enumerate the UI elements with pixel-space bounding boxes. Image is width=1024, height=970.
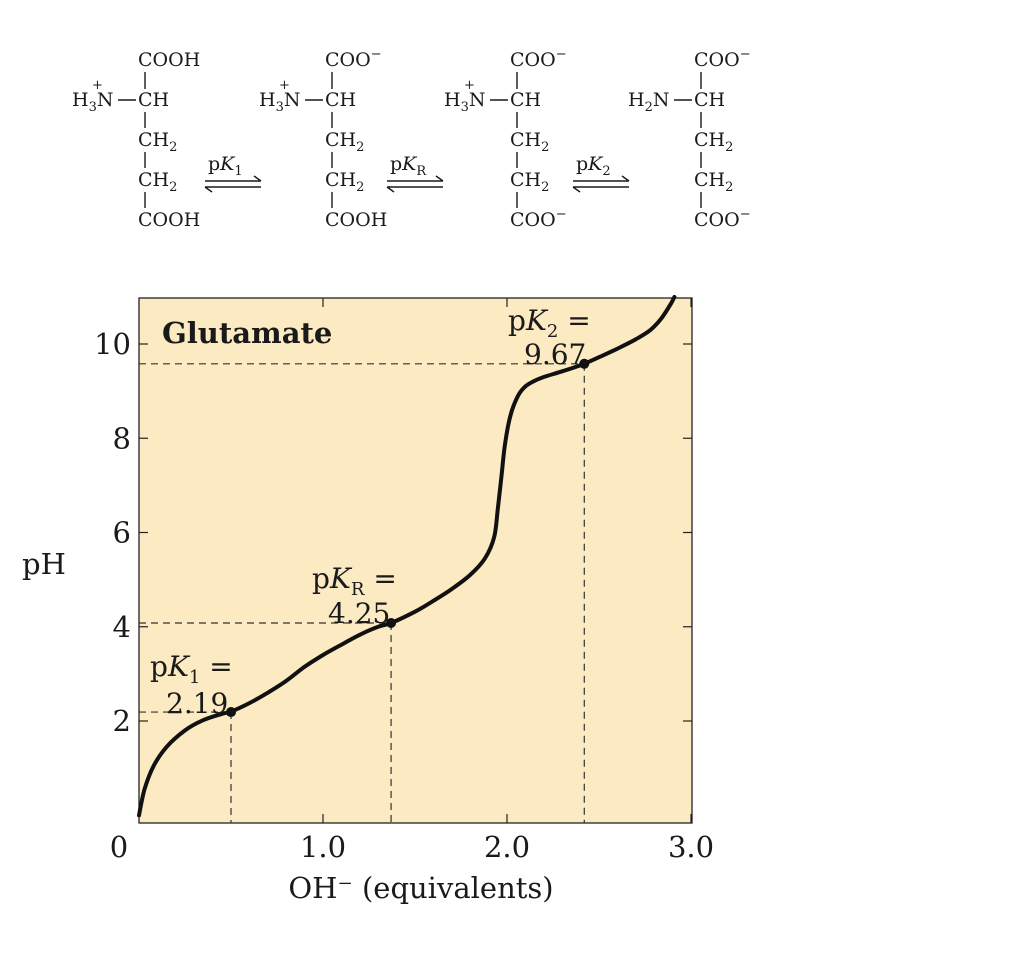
structure-4-amino-group: H2N bbox=[628, 89, 669, 115]
pk-points: pK1 =2.19 pKR =4.25 pK2 =9.67 bbox=[150, 304, 591, 720]
equilibrium-3-reverse-arrow bbox=[572, 186, 629, 193]
x-tick-label: 2.0 bbox=[484, 830, 530, 864]
equilibrium-2-forward-arrow bbox=[387, 175, 444, 182]
x-axis-label: OH⁻ (equivalents) bbox=[288, 871, 553, 905]
equilibrium-3-forward-arrow bbox=[573, 175, 630, 182]
structure-4-bottom-group: COO− bbox=[694, 207, 751, 231]
equilibrium-2-label: pKR bbox=[390, 153, 427, 179]
structure-2-top-group: COO− bbox=[325, 47, 382, 71]
structure-1-amino-charge: + bbox=[92, 78, 103, 93]
plot-area bbox=[138, 297, 693, 824]
pk-point bbox=[579, 358, 590, 369]
structure-3-alpha-carbon: CH bbox=[510, 89, 541, 111]
structure-1-ch2-a: CH2 bbox=[138, 129, 177, 155]
structure-1-alpha-carbon: CH bbox=[138, 89, 169, 111]
chart-title: Glutamate bbox=[162, 316, 332, 350]
y-tick-label: 2 bbox=[113, 704, 131, 738]
y-tick-label: 6 bbox=[113, 516, 131, 550]
equilibrium-1: pK1 bbox=[204, 153, 262, 193]
structure-3-ch2-a: CH2 bbox=[510, 129, 549, 155]
pk-label: pKR = bbox=[312, 562, 397, 600]
structure-1-bottom-group: COOH bbox=[138, 209, 200, 231]
pk-point bbox=[226, 707, 236, 718]
structure-2-alpha-carbon: CH bbox=[325, 89, 356, 111]
equilibrium-1-label: pK1 bbox=[208, 153, 243, 179]
pk-value-label: 2.19 bbox=[166, 687, 228, 720]
structure-3-top-group: COO− bbox=[510, 47, 567, 71]
pk-label: pK1 = bbox=[150, 650, 233, 688]
y-tick-label: 10 bbox=[94, 327, 131, 361]
structure-3-ch2-b: CH2 bbox=[510, 169, 549, 195]
structure-4-ch2-b: CH2 bbox=[694, 169, 733, 195]
equilibrium-1-reverse-arrow bbox=[204, 186, 261, 193]
structure-1: COOH + H3N CH CH2 CH2 COOH bbox=[72, 49, 200, 231]
x-tick-label: 0 bbox=[110, 830, 128, 864]
equilibrium-3-label: pK2 bbox=[576, 153, 611, 179]
structure-3-bottom-group: COO− bbox=[510, 207, 567, 231]
axis-ticks: 0 1.0 2.0 3.0 2 4 6 8 10 bbox=[94, 298, 714, 864]
y-tick-label: 8 bbox=[113, 421, 131, 455]
structure-1-ch2-b: CH2 bbox=[138, 169, 177, 195]
structure-3: COO− + H3N CH CH2 CH2 COO− bbox=[444, 47, 567, 231]
pk-value-label: 4.25 bbox=[328, 597, 390, 630]
structure-3-amino-charge: + bbox=[464, 78, 475, 93]
structure-4-top-group: COO− bbox=[694, 47, 751, 71]
structure-2-bottom-group: COOH bbox=[325, 209, 387, 231]
x-tick-label: 1.0 bbox=[300, 830, 346, 864]
structure-4-alpha-carbon: CH bbox=[694, 89, 725, 111]
structure-1-top-group: COOH bbox=[138, 49, 200, 71]
pk-point bbox=[386, 617, 397, 628]
structure-4: COO− H2N CH CH2 CH2 COO− bbox=[628, 47, 751, 231]
x-tick-label: 3.0 bbox=[668, 830, 714, 864]
y-axis-label: pH bbox=[22, 547, 66, 581]
pk-label: pK2 = bbox=[508, 304, 591, 342]
equilibrium-2-reverse-arrow bbox=[386, 186, 443, 193]
pk-value-label: 9.67 bbox=[524, 338, 586, 371]
equilibrium-2: pKR bbox=[386, 153, 444, 193]
equilibrium-3: pK2 bbox=[572, 153, 630, 193]
structure-2: COO− + H3N CH CH2 CH2 COOH bbox=[259, 47, 387, 231]
y-tick-label: 4 bbox=[113, 610, 131, 644]
structure-4-ch2-a: CH2 bbox=[694, 129, 733, 155]
structure-2-ch2-a: CH2 bbox=[325, 129, 364, 155]
equilibrium-1-forward-arrow bbox=[205, 175, 262, 182]
titration-chart: 0 1.0 2.0 3.0 2 4 6 8 10 pK1 =2.19 pKR =4.25 pK2 =… bbox=[22, 294, 714, 905]
structure-2-amino-charge: + bbox=[279, 78, 290, 93]
pk-guide-lines bbox=[139, 363, 585, 823]
structure-2-ch2-b: CH2 bbox=[325, 169, 364, 195]
